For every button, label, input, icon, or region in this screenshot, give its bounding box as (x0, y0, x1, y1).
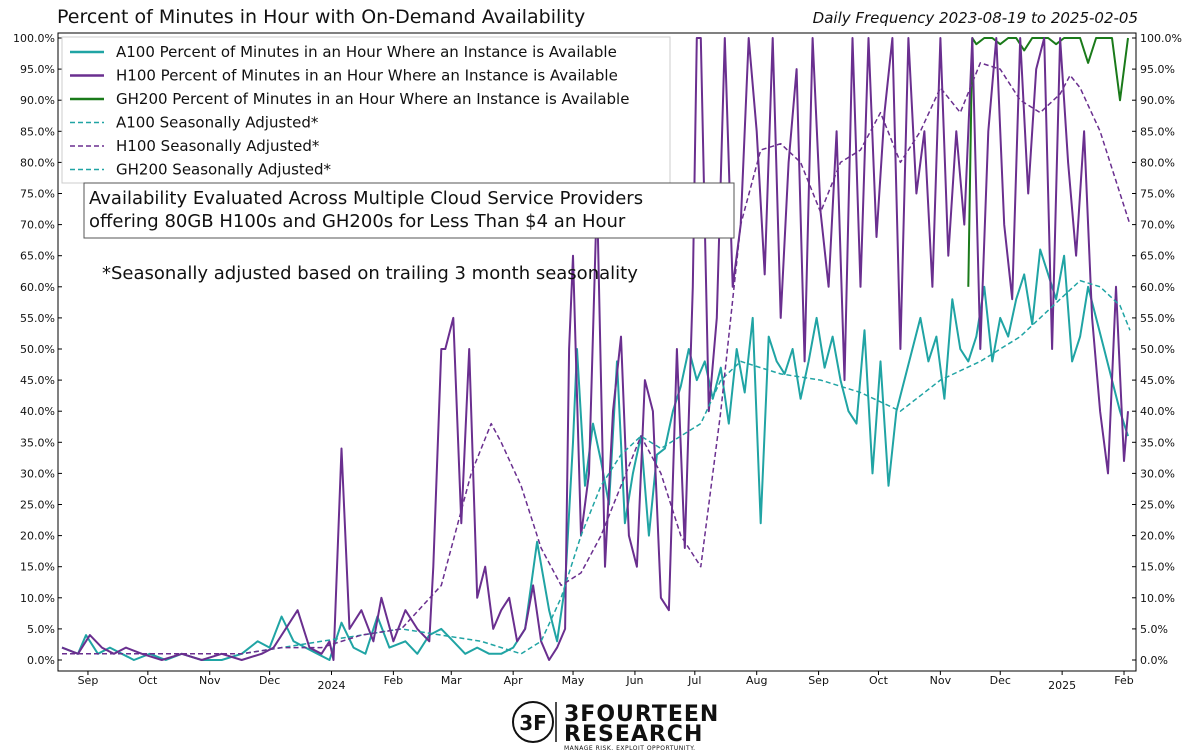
legend-frame (61, 36, 671, 184)
y-tick-label-left: 20.0% (20, 530, 55, 543)
x-tick-label: Mar (441, 674, 462, 687)
y-tick-label-left: 60.0% (20, 281, 55, 294)
x-tick-label: Sep (808, 674, 829, 687)
y-tick-label-left: 90.0% (20, 94, 55, 107)
y-tick-label-left: 10.0% (20, 592, 55, 605)
x-tick-label: Apr (504, 674, 524, 687)
legend-label: A100 Percent of Minutes in an Hour Where… (116, 43, 617, 61)
y-tick-label-left: 85.0% (20, 125, 55, 138)
y-tick-label-right: 55.0% (1140, 312, 1175, 325)
legend: A100 Percent of Minutes in an Hour Where… (61, 36, 671, 184)
legend-label: A100 Seasonally Adjusted* (116, 114, 319, 132)
annotation-frame (83, 182, 735, 239)
x-tick-label: Nov (199, 674, 221, 687)
series-line-0 (61, 248, 1129, 661)
legend-label: H100 Seasonally Adjusted* (116, 137, 320, 155)
y-tick-label-left: 95.0% (20, 63, 55, 76)
y-tick-label-right: 20.0% (1140, 530, 1175, 543)
logo-tagline: MANAGE RISK. EXPLOIT OPPORTUNITY. (564, 745, 696, 752)
plot-frame (57, 32, 1137, 672)
x-tick-label: Nov (930, 674, 952, 687)
y-tick-label-left: 5.0% (27, 623, 55, 636)
x-tick-label: Sep (78, 674, 99, 687)
x-tick-label: Oct (138, 674, 158, 687)
y-tick-label-left: 30.0% (20, 467, 55, 480)
y-tick-label-right: 100.0% (1140, 32, 1182, 45)
x-tick-label: Oct (869, 674, 889, 687)
y-tick-label-right: 90.0% (1140, 94, 1175, 107)
y-axis-left: 0.0% 5.0% 10.0% 15.0% 20.0% 25.0% 30.0% 35.0% 40… (13, 32, 62, 667)
x-tick-label: Feb (384, 674, 403, 687)
y-tick-label-right: 10.0% (1140, 592, 1175, 605)
y-tick-label-right: 35.0% (1140, 436, 1175, 449)
y-tick-label-right: 25.0% (1140, 499, 1175, 512)
y-tick-label-left: 40.0% (20, 405, 55, 418)
y-tick-label-left: 25.0% (20, 499, 55, 512)
logo-mark-icon: 3F (519, 711, 547, 735)
x-tick-label: Aug (746, 674, 767, 687)
legend-label: GH200 Percent of Minutes in an Hour Wher… (116, 90, 629, 108)
y-tick-label-left: 50.0% (20, 343, 55, 356)
y-tick-label-left: 75.0% (20, 188, 55, 201)
series-line-3 (62, 279, 1131, 655)
chart-subtitle: Daily Frequency 2023-08-19 to 2025-02-05 (813, 9, 1138, 27)
x-tick-label: Dec (259, 674, 280, 687)
series-line-4 (62, 62, 1131, 655)
x-axis: Sep Oct Nov Dec 2024 Feb Mar Apr May Jun Jul Aug Sep… (78, 671, 1134, 692)
chart-title: Percent of Minutes in Hour with On-Deman… (57, 6, 585, 28)
y-tick-label-left: 35.0% (20, 436, 55, 449)
y-tick-label-left: 0.0% (27, 654, 55, 667)
legend-label: H100 Percent of Minutes in an Hour Where… (116, 67, 618, 85)
logo-circle-icon (512, 701, 554, 743)
logo-name-line2: RESEARCH (564, 722, 703, 747)
y-tick-label-right: 95.0% (1140, 63, 1175, 76)
y-tick-label-left: 45.0% (20, 374, 55, 387)
y-tick-label-left: 15.0% (20, 561, 55, 574)
annotation-line-2: offering 80GB H100s and GH200s for Less … (89, 211, 626, 232)
y-tick-label-left: 80.0% (20, 156, 55, 169)
y-tick-label-left: 70.0% (20, 219, 55, 232)
y-tick-label-right: 40.0% (1140, 405, 1175, 418)
annotation-box: Availability Evaluated Across Multiple C… (83, 182, 735, 239)
x-tick-label: Jun (625, 674, 643, 687)
y-tick-label-right: 60.0% (1140, 281, 1175, 294)
y-tick-label-right: 80.0% (1140, 156, 1175, 169)
y-tick-label-right: 70.0% (1140, 219, 1175, 232)
annotation-line-1: Availability Evaluated Across Multiple C… (89, 188, 643, 209)
logo: 3F 3FOURTEEN RESEARCH MANAGE RISK. EXPLO… (512, 701, 719, 752)
y-tick-label-right: 85.0% (1140, 125, 1175, 138)
y-tick-label-right: 75.0% (1140, 188, 1175, 201)
seasonal-note: *Seasonally adjusted based on trailing 3… (102, 263, 638, 284)
x-tick-label: Feb (1114, 674, 1133, 687)
x-tick-label: 2025 (1048, 679, 1076, 692)
logo-name-line1: 3FOURTEEN (564, 702, 719, 727)
y-tick-label-left: 65.0% (20, 250, 55, 263)
y-tick-label-right: 15.0% (1140, 561, 1175, 574)
y-tick-label-right: 50.0% (1140, 343, 1175, 356)
x-tick-label: May (562, 674, 585, 687)
series-line-1 (61, 37, 1129, 661)
y-tick-label-left: 55.0% (20, 312, 55, 325)
x-tick-label: 2024 (317, 679, 345, 692)
x-tick-label: Jul (687, 674, 701, 687)
y-tick-label-right: 30.0% (1140, 467, 1175, 480)
y-tick-label-right: 45.0% (1140, 374, 1175, 387)
y-tick-label-left: 100.0% (13, 32, 55, 45)
y-axis-right: 0.0% 5.0% 10.0% 15.0% 20.0% 25.0% 30.0% 35.0% 40… (1132, 32, 1182, 667)
y-tick-label-right: 5.0% (1140, 623, 1168, 636)
legend-label: GH200 Seasonally Adjusted* (116, 161, 332, 179)
series-layer (61, 37, 1131, 661)
x-tick-label: Dec (990, 674, 1011, 687)
y-tick-label-right: 65.0% (1140, 250, 1175, 263)
y-tick-label-right: 0.0% (1140, 654, 1168, 667)
